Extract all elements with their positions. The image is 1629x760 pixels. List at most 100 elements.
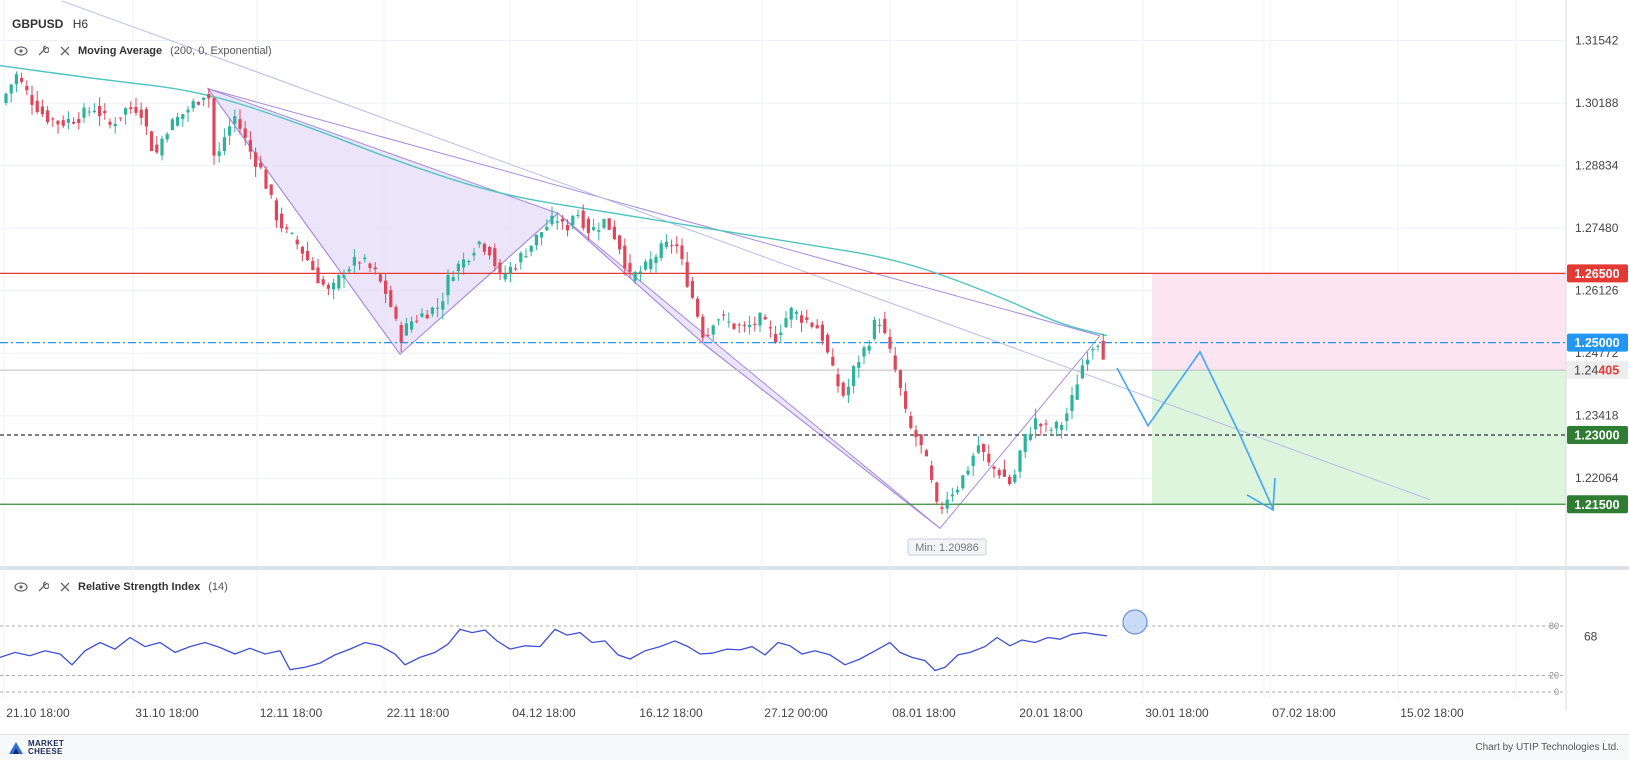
candle-body xyxy=(878,325,882,327)
candle-body xyxy=(493,248,497,267)
candle-body xyxy=(961,475,965,489)
minimum-label: Min: 1.20986 xyxy=(907,538,987,556)
candle-body xyxy=(4,93,8,103)
candle-body xyxy=(269,184,273,195)
candle-body xyxy=(727,321,731,323)
eye-icon[interactable] xyxy=(12,42,30,60)
minimum-label-text: Min: 1.20986 xyxy=(915,542,979,554)
candle-body xyxy=(436,307,440,309)
candle-body xyxy=(846,386,850,396)
candle-body xyxy=(202,97,206,100)
forecast-arrowhead xyxy=(1246,477,1276,512)
candle-body xyxy=(794,311,798,314)
candle-body xyxy=(342,275,346,279)
candle-body xyxy=(1096,345,1100,347)
candle-body xyxy=(56,120,60,125)
candle-body xyxy=(737,324,741,326)
candle-body xyxy=(264,169,268,189)
candle-body xyxy=(144,109,148,127)
candle-body xyxy=(404,323,408,336)
candle-body xyxy=(410,321,414,330)
candle-body xyxy=(66,118,70,123)
candle-body xyxy=(467,260,471,263)
candle-body xyxy=(529,245,533,252)
time-tick-2: 12.11 18:00 xyxy=(260,706,323,720)
pattern-outline xyxy=(207,88,1101,529)
candle-body xyxy=(924,450,928,457)
candle-body xyxy=(176,116,180,126)
candle-body xyxy=(1049,429,1053,431)
candle-body xyxy=(571,215,575,226)
candle-body xyxy=(61,120,65,126)
rsi-line xyxy=(0,628,1108,672)
market-cheese-logo[interactable]: MARKET CHEESE xyxy=(8,740,64,756)
candle-body xyxy=(1028,434,1032,440)
moving-average-line xyxy=(0,64,1108,337)
pattern-shape xyxy=(206,87,1101,529)
candle-body xyxy=(441,301,445,310)
time-tick-6: 27.12 00:00 xyxy=(764,706,828,720)
candle-body xyxy=(186,109,190,113)
candle-body xyxy=(852,366,856,387)
candle-body xyxy=(779,332,783,336)
rsi-level-label-20: 20 xyxy=(1549,671,1559,681)
close-icon[interactable] xyxy=(56,578,74,596)
candle-body xyxy=(664,241,668,247)
candle-body xyxy=(358,262,362,264)
stop-loss-zone xyxy=(1152,273,1566,371)
candle-body xyxy=(805,317,809,320)
candle-body xyxy=(9,84,13,94)
candle-body xyxy=(992,466,996,469)
candle-body xyxy=(1065,413,1069,422)
candle-body xyxy=(332,282,336,290)
candle-body xyxy=(555,221,559,223)
candle-body xyxy=(14,74,18,85)
candle-body xyxy=(836,374,840,387)
candle-body xyxy=(914,430,918,438)
moving-average-header: Moving Average (200, 0, Exponential) xyxy=(12,42,272,60)
candle-body xyxy=(1086,359,1090,365)
candle-body xyxy=(124,108,128,115)
candle-body xyxy=(30,95,34,105)
candle-body xyxy=(534,234,538,246)
moving-average xyxy=(0,64,1108,337)
candle-body xyxy=(1039,423,1043,427)
candle-body xyxy=(742,324,746,326)
candle-body xyxy=(212,98,216,156)
candle-body xyxy=(368,263,372,268)
candle-body xyxy=(810,322,814,327)
eye-icon[interactable] xyxy=(12,578,30,596)
time-tick-1: 31.10 18:00 xyxy=(135,706,199,720)
candle-body xyxy=(384,280,388,294)
wrench-icon[interactable] xyxy=(34,578,52,596)
candle-body xyxy=(378,274,382,282)
candle-body xyxy=(706,334,710,336)
rsi-last-value: 68 xyxy=(1584,629,1598,643)
candle-body xyxy=(592,227,596,230)
candle-body xyxy=(316,267,320,284)
price-tick-3: 1.27480 xyxy=(1575,221,1619,235)
candle-body xyxy=(768,327,772,329)
candle-body xyxy=(77,119,81,124)
candle-body xyxy=(1070,395,1074,412)
candle-body xyxy=(644,261,648,270)
candle-body xyxy=(394,307,398,319)
close-icon[interactable] xyxy=(56,42,74,60)
candle-body xyxy=(670,245,674,247)
time-tick-4: 04.12 18:00 xyxy=(512,706,576,720)
candle-body xyxy=(748,324,752,328)
candle-body xyxy=(701,316,705,338)
candle-body xyxy=(784,318,788,328)
wrench-icon[interactable] xyxy=(34,42,52,60)
candle-body xyxy=(274,200,278,221)
time-tick-11: 15.02 18:00 xyxy=(1400,706,1464,720)
candle-body xyxy=(35,100,39,113)
level-label-1.23000: 1.23000 xyxy=(1574,429,1619,443)
symbol-header: GBPUSD H6 xyxy=(12,17,88,31)
candle-body xyxy=(326,285,330,289)
candle-body xyxy=(103,110,107,114)
minimum-label-box xyxy=(907,538,987,556)
candle-body xyxy=(25,85,29,91)
rsi-highlight-circle xyxy=(1122,609,1148,635)
candle-body xyxy=(763,316,767,320)
